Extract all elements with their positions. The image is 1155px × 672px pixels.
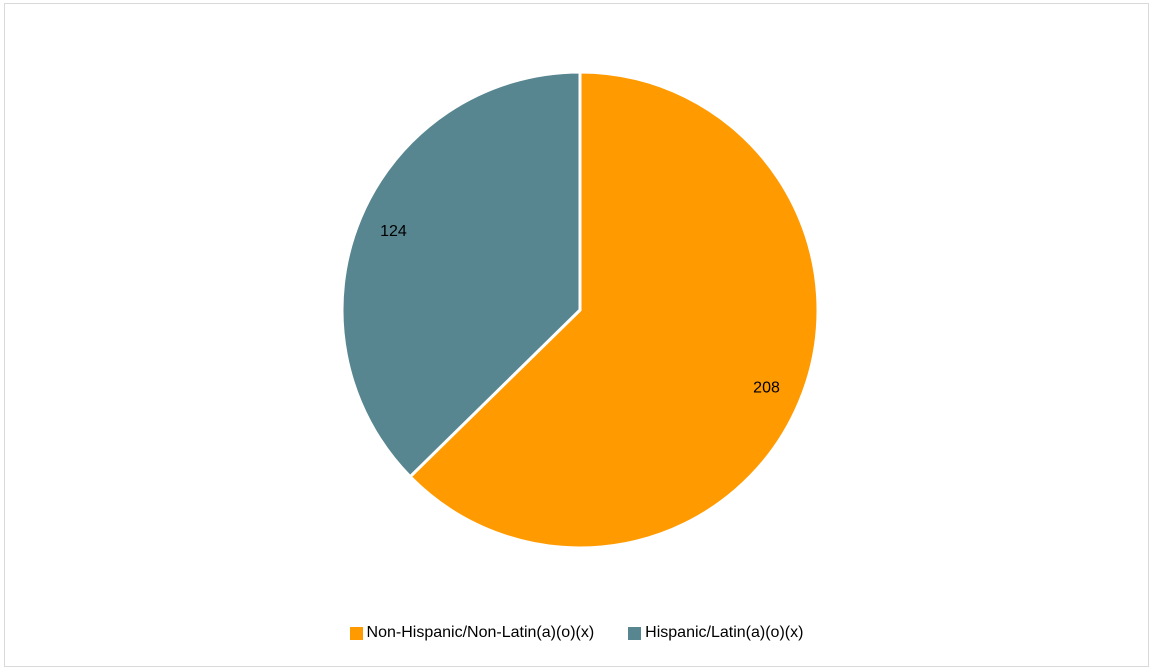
pie-slice-hispanic xyxy=(340,70,582,479)
data-label-hispanic: 124 xyxy=(380,223,407,240)
chart-area: 208 124 Non-Hispanic/Non-Latin(a)(o)(x) H… xyxy=(4,3,1149,667)
pie-slices xyxy=(340,70,820,550)
legend-swatch-non-hispanic xyxy=(349,626,363,640)
data-label-non-hispanic: 208 xyxy=(753,380,780,397)
legend-item-hispanic: Hispanic/Latin(a)(o)(x) xyxy=(628,624,803,642)
legend-item-non-hispanic: Non-Hispanic/Non-Latin(a)(o)(x) xyxy=(349,624,595,642)
legend-swatch-hispanic xyxy=(628,626,642,640)
pie-data-labels: 208 124 xyxy=(380,223,780,397)
legend: Non-Hispanic/Non-Latin(a)(o)(x) Hispanic… xyxy=(5,624,1148,642)
legend-label-non-hispanic: Non-Hispanic/Non-Latin(a)(o)(x) xyxy=(366,624,595,641)
legend-label-hispanic: Hispanic/Latin(a)(o)(x) xyxy=(645,624,804,641)
pie-slice-non-hispanic xyxy=(408,70,820,550)
pie-chart: 208 124 xyxy=(340,70,820,550)
